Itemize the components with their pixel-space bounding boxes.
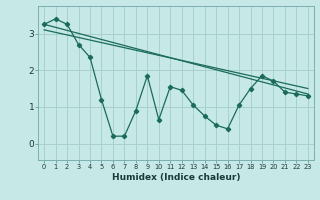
X-axis label: Humidex (Indice chaleur): Humidex (Indice chaleur) xyxy=(112,173,240,182)
